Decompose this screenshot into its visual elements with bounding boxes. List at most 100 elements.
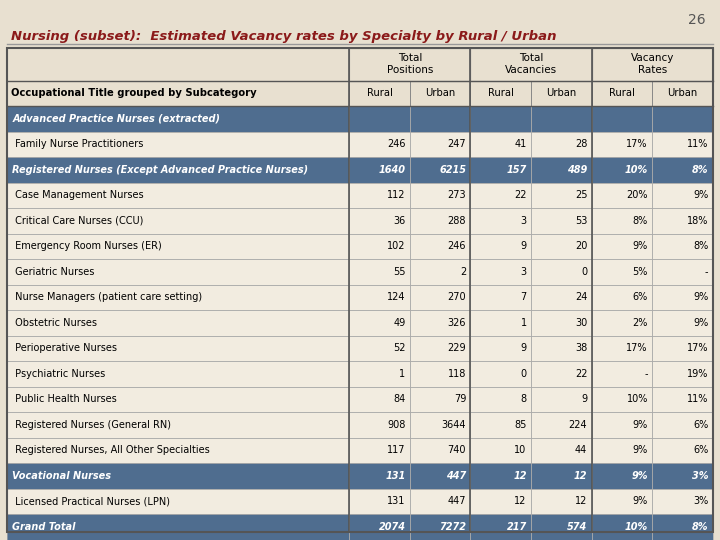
Bar	[410, 183, 470, 208]
Text: 8: 8	[521, 394, 527, 404]
Text: 53: 53	[575, 216, 588, 226]
Bar	[7, 208, 349, 234]
Bar	[652, 208, 713, 234]
Bar	[531, 335, 592, 361]
Bar	[592, 335, 652, 361]
Text: 8%: 8%	[692, 165, 708, 175]
Bar	[410, 437, 470, 463]
Bar	[470, 437, 531, 463]
Bar	[349, 259, 410, 285]
Bar	[592, 310, 652, 335]
Text: 10%: 10%	[625, 165, 648, 175]
Bar	[470, 183, 531, 208]
Bar	[410, 514, 470, 539]
Bar	[410, 514, 470, 539]
Bar	[592, 285, 652, 310]
Bar	[652, 387, 713, 412]
Bar	[592, 183, 652, 208]
Text: 12: 12	[513, 471, 527, 481]
Text: 3644: 3644	[441, 420, 466, 430]
Bar	[652, 234, 713, 259]
Text: 124: 124	[387, 292, 405, 302]
Text: Obstetric Nurses: Obstetric Nurses	[12, 318, 97, 328]
Text: 20%: 20%	[626, 191, 648, 200]
Text: 273: 273	[447, 191, 466, 200]
Text: 25: 25	[575, 191, 588, 200]
Text: 22: 22	[514, 191, 527, 200]
Text: 18%: 18%	[687, 216, 708, 226]
Text: 270: 270	[447, 292, 466, 302]
Bar	[7, 463, 349, 489]
Bar	[531, 463, 592, 489]
Bar	[592, 412, 652, 437]
Text: 12: 12	[574, 471, 588, 481]
Text: 2074: 2074	[379, 522, 405, 532]
Text: 131: 131	[385, 471, 405, 481]
Bar	[652, 361, 713, 387]
Bar	[7, 183, 349, 208]
Bar	[7, 361, 349, 387]
Bar	[470, 285, 531, 310]
Bar	[592, 412, 652, 437]
Bar	[7, 310, 349, 335]
Text: 8%: 8%	[693, 241, 708, 252]
Text: Advanced Practice Nurses (extracted): Advanced Practice Nurses (extracted)	[12, 114, 220, 124]
Text: 1: 1	[400, 369, 405, 379]
Bar	[531, 208, 592, 234]
Bar	[592, 259, 652, 285]
Bar	[652, 463, 713, 489]
Bar	[470, 208, 531, 234]
Text: 11%: 11%	[687, 394, 708, 404]
Bar	[349, 132, 410, 157]
Text: 246: 246	[448, 241, 466, 252]
Bar	[410, 335, 470, 361]
Bar	[531, 412, 592, 437]
Text: 3%: 3%	[692, 471, 708, 481]
Text: 38: 38	[575, 343, 588, 353]
Bar	[652, 80, 713, 106]
Bar	[470, 437, 531, 463]
Bar	[410, 387, 470, 412]
Bar	[349, 80, 410, 106]
Text: 17%: 17%	[626, 139, 648, 150]
Text: 19%: 19%	[687, 369, 708, 379]
Text: 9%: 9%	[633, 241, 648, 252]
Text: 10%: 10%	[625, 522, 648, 532]
Bar	[410, 208, 470, 234]
Text: 6%: 6%	[693, 446, 708, 455]
Bar	[7, 310, 349, 335]
Text: Geriatric Nurses: Geriatric Nurses	[12, 267, 94, 277]
Text: 9%: 9%	[633, 420, 648, 430]
Bar	[470, 234, 531, 259]
Bar	[349, 335, 410, 361]
Bar	[7, 489, 349, 514]
Text: 7: 7	[521, 292, 527, 302]
Bar	[470, 48, 592, 80]
Bar	[652, 335, 713, 361]
Bar	[349, 361, 410, 387]
Bar	[531, 106, 592, 132]
Text: 246: 246	[387, 139, 405, 150]
Text: 157: 157	[506, 165, 527, 175]
Text: 30: 30	[575, 318, 588, 328]
Bar	[410, 132, 470, 157]
Bar	[592, 387, 652, 412]
Bar	[7, 80, 349, 106]
Bar	[531, 208, 592, 234]
Text: 9: 9	[581, 394, 588, 404]
Text: 36: 36	[393, 216, 405, 226]
Bar	[470, 106, 531, 132]
Bar	[7, 489, 349, 514]
Bar	[652, 183, 713, 208]
Text: Total
Positions: Total Positions	[387, 53, 433, 75]
Text: 2%: 2%	[632, 318, 648, 328]
Bar	[592, 361, 652, 387]
Bar	[652, 437, 713, 463]
Text: Perioperative Nurses: Perioperative Nurses	[12, 343, 117, 353]
Bar	[592, 80, 652, 106]
Bar	[349, 157, 410, 183]
Bar	[349, 285, 410, 310]
Bar	[410, 259, 470, 285]
Bar	[470, 259, 531, 285]
Text: 12: 12	[514, 496, 527, 507]
